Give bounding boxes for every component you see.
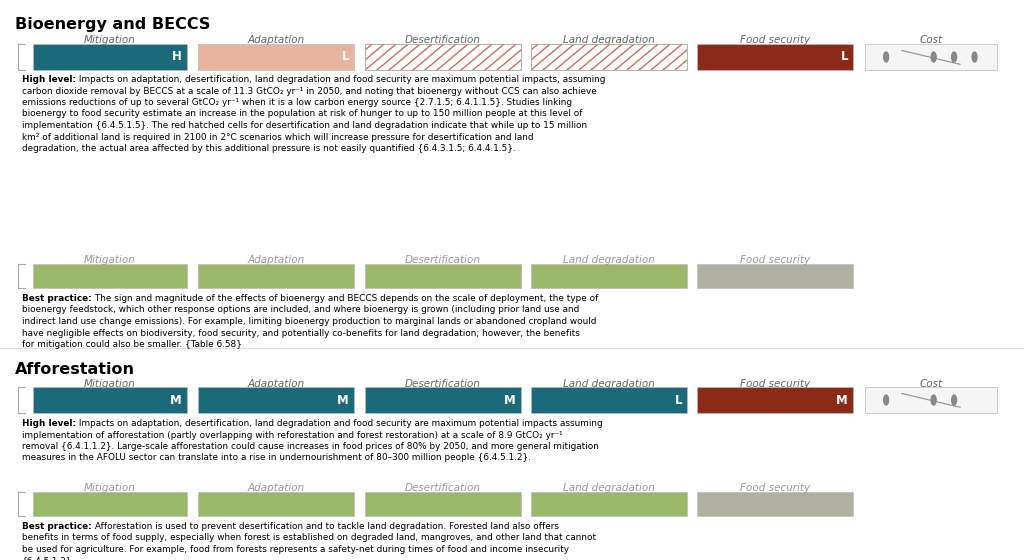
Text: Adaptation: Adaptation: [248, 483, 304, 493]
Text: be used for agriculture. For example, food from forests represents a safety-net : be used for agriculture. For example, fo…: [22, 545, 569, 554]
Bar: [531, 44, 687, 70]
Bar: [365, 387, 521, 413]
Text: Adaptation: Adaptation: [248, 379, 304, 389]
Ellipse shape: [972, 52, 978, 63]
Text: benefits in terms of food supply, especially when forest is established on degra: benefits in terms of food supply, especi…: [22, 534, 596, 543]
Text: L: L: [675, 394, 682, 407]
Bar: [33, 264, 187, 288]
Text: indirect land use change emissions). For example, limiting bioenergy production : indirect land use change emissions). For…: [22, 317, 596, 326]
Text: Adaptation: Adaptation: [248, 35, 304, 45]
Text: Food security: Food security: [740, 379, 810, 389]
Text: M: M: [170, 394, 182, 407]
Text: bioenergy to food security estimate an increase in the population at risk of hun: bioenergy to food security estimate an i…: [22, 110, 583, 119]
Text: Food security: Food security: [740, 35, 810, 45]
Text: Land degradation: Land degradation: [563, 379, 655, 389]
Bar: [865, 387, 997, 413]
Bar: [198, 387, 354, 413]
Bar: [697, 44, 853, 70]
Text: implementation of afforestation (partly overlapping with reforestation and fores: implementation of afforestation (partly …: [22, 431, 562, 440]
Text: {6.4.5.1.2}.: {6.4.5.1.2}.: [22, 557, 75, 560]
Text: H: H: [172, 50, 182, 63]
Text: L: L: [841, 50, 848, 63]
Text: bioenergy feedstock, which other response options are included, and where bioene: bioenergy feedstock, which other respons…: [22, 306, 580, 315]
Text: Bioenergy and BECCS: Bioenergy and BECCS: [15, 17, 210, 32]
Text: Adaptation: Adaptation: [248, 255, 304, 265]
Bar: [365, 492, 521, 516]
Text: Land degradation: Land degradation: [563, 483, 655, 493]
Text: emissions reductions of up to several GtCO₂ yr⁻¹ when it is a low carbon energy : emissions reductions of up to several Gt…: [22, 98, 572, 107]
Text: M: M: [337, 394, 349, 407]
Bar: [198, 44, 354, 70]
Text: Desertification: Desertification: [406, 35, 481, 45]
Text: M: M: [504, 394, 516, 407]
Text: degradation, the actual area affected by this additional pressure is not easily : degradation, the actual area affected by…: [22, 144, 516, 153]
Bar: [531, 387, 687, 413]
Text: Afforestation: Afforestation: [15, 362, 135, 377]
Bar: [697, 387, 853, 413]
Bar: [531, 264, 687, 288]
Bar: [33, 492, 187, 516]
Bar: [365, 44, 521, 70]
Text: have negligible effects on biodiversity, food security, and potentially co-benef: have negligible effects on biodiversity,…: [22, 329, 580, 338]
Ellipse shape: [931, 52, 937, 63]
Bar: [198, 492, 354, 516]
Bar: [198, 264, 354, 288]
Text: km² of additional land is required in 2100 in 2°C scenarios which will increase : km² of additional land is required in 21…: [22, 133, 534, 142]
Ellipse shape: [951, 394, 957, 405]
Ellipse shape: [951, 52, 957, 63]
Text: Mitigation: Mitigation: [84, 35, 136, 45]
Text: Afforestation is used to prevent desertification and to tackle land degradation.: Afforestation is used to prevent deserti…: [92, 522, 559, 531]
Ellipse shape: [883, 52, 889, 63]
Text: High level:: High level:: [22, 75, 76, 84]
Text: Mitigation: Mitigation: [84, 255, 136, 265]
Text: Best practice:: Best practice:: [22, 294, 92, 303]
Text: Food security: Food security: [740, 483, 810, 493]
Bar: [33, 44, 187, 70]
Bar: [697, 492, 853, 516]
Text: Impacts on adaptation, desertification, land degradation and food security are m: Impacts on adaptation, desertification, …: [76, 419, 603, 428]
Text: Land degradation: Land degradation: [563, 255, 655, 265]
Text: The sign and magnitude of the effects of bioenergy and BECCS depends on the scal: The sign and magnitude of the effects of…: [92, 294, 598, 303]
Bar: [531, 44, 687, 70]
Text: M: M: [837, 394, 848, 407]
Bar: [33, 387, 187, 413]
Bar: [365, 264, 521, 288]
Text: removal {6.4.1.1.2}. Large-scale afforestation could cause increases in food pri: removal {6.4.1.1.2}. Large-scale affores…: [22, 442, 599, 451]
Text: Cost: Cost: [920, 379, 942, 389]
Text: Desertification: Desertification: [406, 483, 481, 493]
Text: L: L: [341, 50, 349, 63]
Text: Land degradation: Land degradation: [563, 35, 655, 45]
Bar: [531, 492, 687, 516]
Text: Impacts on adaptation, desertification, land degradation and food security are m: Impacts on adaptation, desertification, …: [76, 75, 605, 84]
Text: for mitigation could also be smaller. {Table 6.58}: for mitigation could also be smaller. {T…: [22, 340, 242, 349]
Text: Desertification: Desertification: [406, 255, 481, 265]
Bar: [697, 264, 853, 288]
Text: Mitigation: Mitigation: [84, 379, 136, 389]
Text: High level:: High level:: [22, 419, 76, 428]
Text: carbon dioxide removal by BECCS at a scale of 11.3 GtCO₂ yr⁻¹ in 2050, and notin: carbon dioxide removal by BECCS at a sca…: [22, 86, 597, 96]
Text: implementation {6.4.5.1.5}. The red hatched cells for desertification and land d: implementation {6.4.5.1.5}. The red hatc…: [22, 121, 587, 130]
Bar: [365, 44, 521, 70]
Text: Desertification: Desertification: [406, 379, 481, 389]
Ellipse shape: [931, 394, 937, 405]
Text: Best practice:: Best practice:: [22, 522, 92, 531]
Text: Cost: Cost: [920, 35, 942, 45]
Text: measures in the AFOLU sector can translate into a rise in undernourishment of 80: measures in the AFOLU sector can transla…: [22, 454, 530, 463]
Text: Mitigation: Mitigation: [84, 483, 136, 493]
Text: Food security: Food security: [740, 255, 810, 265]
Ellipse shape: [883, 394, 889, 405]
Bar: [865, 44, 997, 70]
